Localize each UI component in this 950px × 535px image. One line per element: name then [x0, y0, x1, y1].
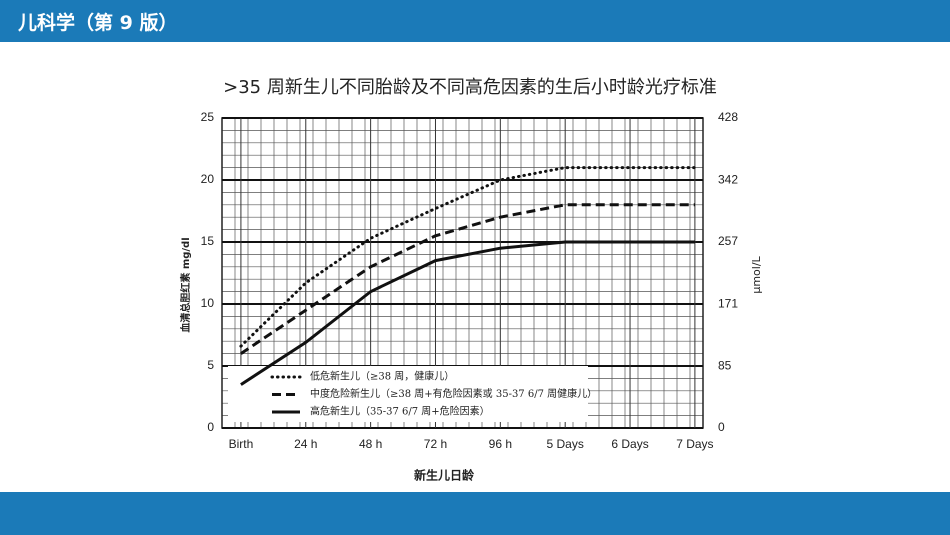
series-line — [240, 203, 695, 355]
chart-title: >35 周新生儿不同胎龄及不同高危因素的生后小时龄光疗标准 — [223, 77, 717, 98]
y2-tick-label: 257 — [718, 234, 738, 248]
y-axis-label: 血清总胆红素 mg/dl — [179, 237, 192, 332]
legend-label: 中度危险新生儿（≥38 周+有危险因素或 35-37 6/7 周健康儿） — [310, 387, 597, 400]
legend-label: 高危新生儿（35-37 6/7 周+危险因素） — [310, 405, 490, 418]
x-axis-label: 新生儿日龄 — [414, 468, 475, 483]
y-tick-label: 5 — [207, 358, 214, 372]
x-tick-label: 96 h — [489, 437, 512, 451]
footer-bar — [0, 492, 950, 535]
y2-tick-label: 85 — [718, 359, 732, 373]
x-tick-label: 5 Days — [547, 437, 584, 451]
y-tick-label: 0 — [207, 420, 214, 434]
x-tick-label: Birth — [229, 437, 254, 451]
y-tick-label: 25 — [201, 110, 215, 124]
x-tick-label: 48 h — [359, 437, 382, 451]
series-line — [239, 166, 697, 348]
header-bar: 儿科学（第 9 版） — [0, 0, 950, 42]
y2-tick-label: 342 — [718, 172, 738, 186]
x-tick-label: 7 Days — [676, 437, 713, 451]
x-tick-label: 72 h — [424, 437, 447, 451]
legend-label: 低危新生儿（≥38 周，健康儿） — [310, 370, 454, 383]
y2-tick-label: 428 — [718, 110, 738, 124]
y-tick-label: 20 — [201, 172, 215, 186]
y-tick-label: 10 — [201, 296, 215, 310]
y2-axis-label: μmol/L — [750, 255, 763, 293]
y2-tick-label: 171 — [718, 296, 738, 310]
series-line — [240, 240, 695, 386]
y2-tick-label: 0 — [718, 420, 725, 434]
header-title: 儿科学（第 9 版） — [18, 12, 178, 34]
x-tick-label: 6 Days — [611, 437, 648, 451]
x-tick-label: 24 h — [294, 437, 317, 451]
y-tick-label: 15 — [201, 234, 215, 248]
